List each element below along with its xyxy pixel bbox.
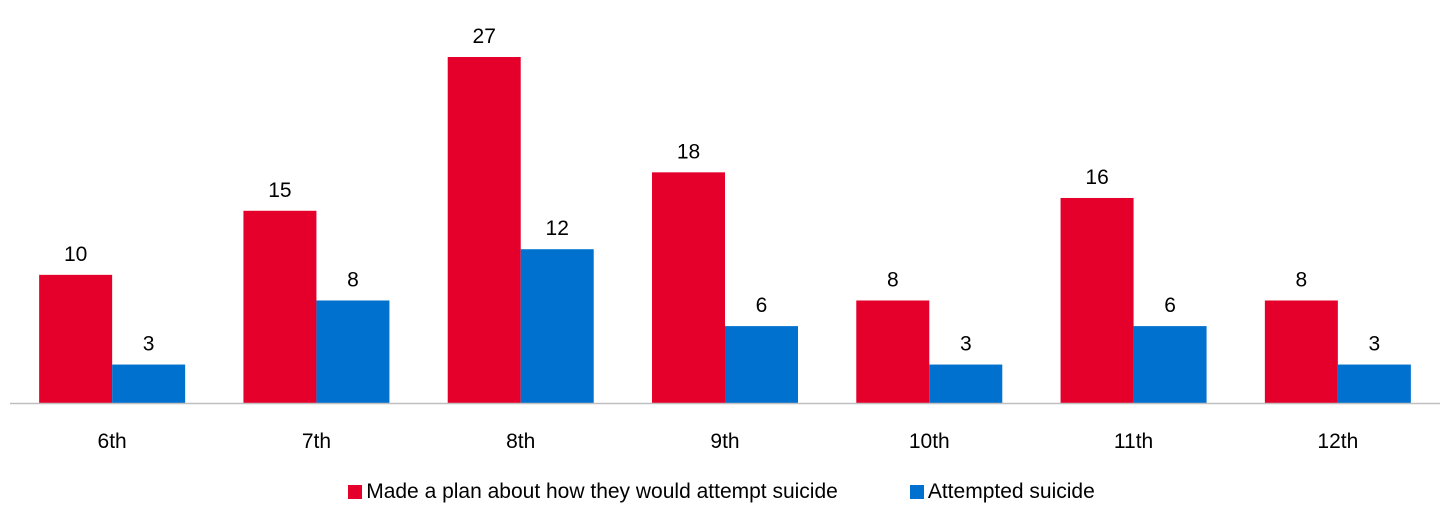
data-label-series1-8th: 12	[546, 217, 569, 240]
bar-series1-8th	[520, 249, 594, 403]
bar-series0-9th	[652, 172, 725, 403]
data-label-series0-12th: 8	[1296, 268, 1308, 291]
x-tick-label-10th: 10th	[909, 430, 950, 453]
data-label-series0-6th: 10	[64, 243, 87, 266]
bar-series1-7th	[316, 300, 390, 403]
x-tick-label-7th: 7th	[302, 430, 331, 453]
bar-series0-6th	[39, 274, 113, 403]
data-label-series1-7th: 8	[347, 268, 359, 291]
bar-series0-7th	[243, 210, 317, 403]
legend-label-series1: Attempted suicide	[927, 480, 1095, 503]
legend-item-series0: Made a plan about how they would attempt…	[348, 480, 838, 504]
bar-series1-6th	[112, 364, 186, 403]
data-label-series0-11th: 16	[1085, 166, 1108, 189]
bar-series1-11th	[1133, 326, 1207, 403]
bar-series0-10th	[856, 300, 930, 403]
legend: Made a plan about how they would attempt…	[0, 480, 1443, 504]
bar-series0-8th	[447, 57, 521, 403]
data-label-series1-10th: 3	[960, 333, 972, 356]
data-label-series0-8th: 27	[473, 25, 496, 48]
data-label-series1-11th: 6	[1164, 294, 1176, 317]
data-label-series0-7th: 15	[268, 179, 291, 202]
bar-series0-12th	[1264, 300, 1338, 403]
data-label-series0-9th: 18	[677, 140, 700, 163]
x-tick-label-9th: 9th	[710, 430, 739, 453]
data-label-series1-9th: 6	[756, 294, 768, 317]
x-tick-label-6th: 6th	[98, 430, 127, 453]
legend-swatch-series0	[348, 485, 363, 499]
legend-swatch-series1	[909, 485, 924, 499]
bar-series1-9th	[725, 326, 798, 403]
data-label-series0-10th: 8	[887, 268, 899, 291]
data-label-series1-12th: 3	[1369, 333, 1381, 356]
x-tick-label-12th: 12th	[1317, 430, 1358, 453]
x-tick-label-11th: 11th	[1114, 430, 1153, 453]
bar-series1-10th	[929, 364, 1003, 403]
legend-label-series0: Made a plan about how they would attempt…	[366, 480, 838, 503]
x-tick-label-8th: 8th	[506, 430, 535, 453]
legend-item-series1: Attempted suicide	[909, 480, 1095, 504]
bar-series1-12th	[1337, 364, 1411, 403]
bar-series0-11th	[1060, 197, 1134, 403]
data-label-series1-6th: 3	[143, 333, 155, 356]
chart-plot: 10 3 6th 15 8 7th 27 12 8th 18 6 9th 8 3 10th 16 6 11th 8 3…	[10, 25, 1440, 453]
